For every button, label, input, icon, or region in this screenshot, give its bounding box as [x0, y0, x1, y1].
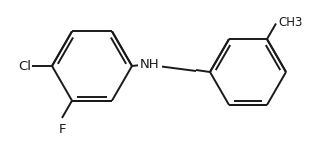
Text: F: F: [58, 123, 66, 136]
Text: CH3: CH3: [278, 16, 302, 29]
Text: Cl: Cl: [18, 60, 31, 72]
Text: NH: NH: [140, 57, 160, 71]
